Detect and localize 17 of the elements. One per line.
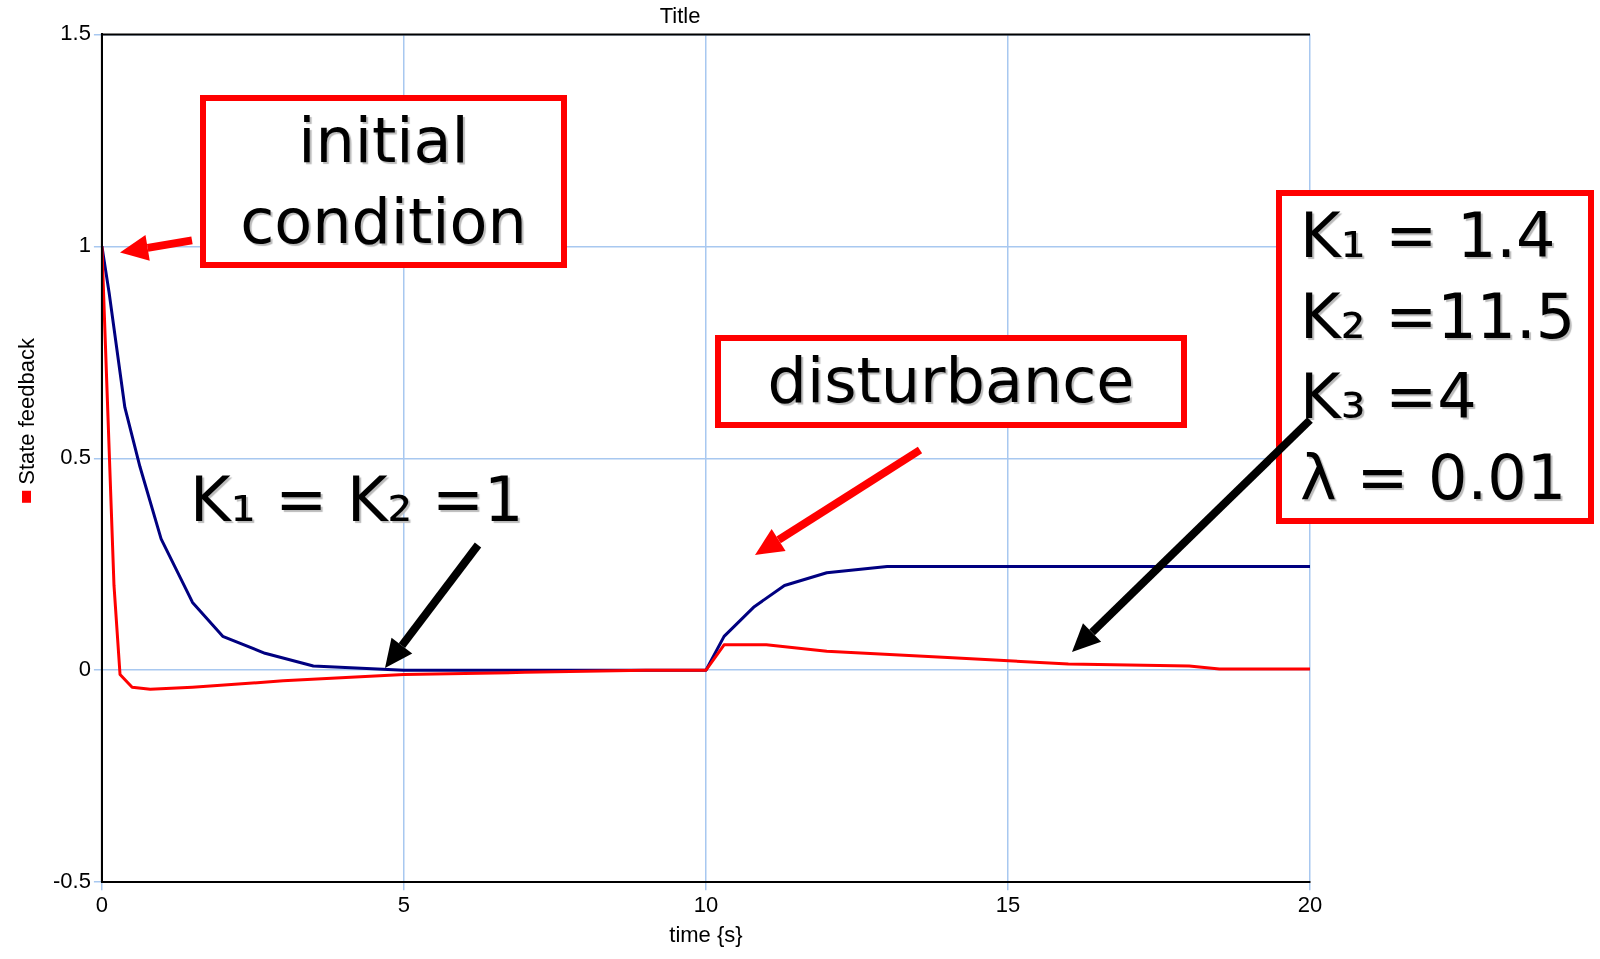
annotation: disturbance bbox=[715, 335, 1187, 428]
x-tick-label: 0 bbox=[95, 892, 109, 918]
y-tick-label: 1 bbox=[78, 232, 91, 258]
x-tick-label: 5 bbox=[397, 892, 411, 918]
annotation: K₁ = 1.4 K₂ =11.5 K₃ =4 λ = 0.01 bbox=[1276, 190, 1594, 525]
x-axis-title: time {s} bbox=[669, 921, 743, 947]
text: State feedback bbox=[14, 338, 40, 486]
y-tick-label: 0.5 bbox=[60, 444, 91, 470]
x-tick-label: 20 bbox=[1297, 892, 1323, 918]
y-tick-label: 0 bbox=[78, 656, 91, 682]
x-tick-label: 10 bbox=[693, 892, 719, 918]
y-tick-label: 1.5 bbox=[60, 20, 91, 46]
annotation: K₁ = K₂ =1 bbox=[190, 462, 525, 538]
y-tick-label: -0.5 bbox=[52, 868, 91, 894]
x-tick-label: 15 bbox=[995, 892, 1021, 918]
chart-title: Title bbox=[659, 3, 701, 29]
annotation: initial condition bbox=[200, 95, 567, 269]
